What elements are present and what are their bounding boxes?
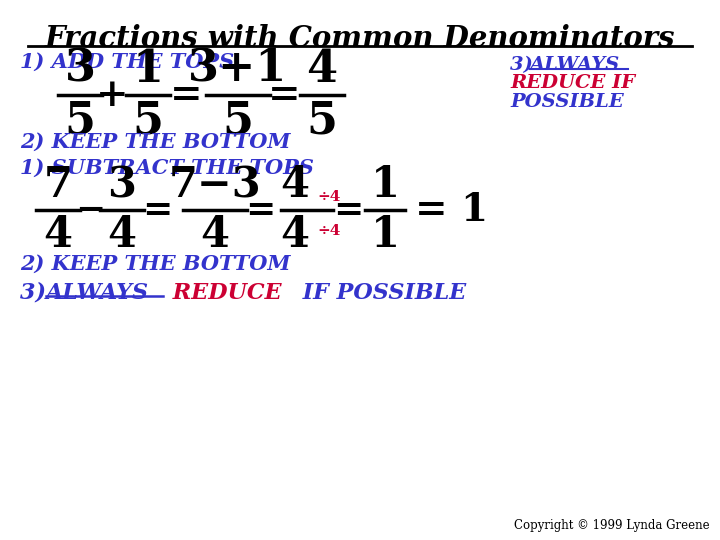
Text: REDUCE: REDUCE: [165, 282, 282, 304]
Text: 1: 1: [371, 164, 400, 206]
Text: IF POSSIBLE: IF POSSIBLE: [295, 282, 467, 304]
Text: ALWAYS: ALWAYS: [530, 56, 620, 74]
Text: =: =: [245, 193, 275, 227]
Text: Fractions with Common Denominators: Fractions with Common Denominators: [45, 24, 675, 53]
Text: 7: 7: [44, 164, 73, 206]
Text: 1) ADD THE TOPS: 1) ADD THE TOPS: [20, 52, 234, 72]
Text: +: +: [96, 76, 128, 114]
Text: 3): 3): [20, 282, 54, 304]
Text: 3): 3): [510, 56, 539, 74]
Text: 4: 4: [281, 164, 310, 206]
Text: 4: 4: [200, 214, 230, 256]
Text: 4: 4: [307, 48, 338, 91]
Text: REDUCE IF: REDUCE IF: [510, 74, 635, 92]
Text: =: =: [333, 193, 363, 227]
Text: 5: 5: [222, 99, 253, 142]
Text: 4: 4: [107, 214, 137, 256]
Text: 1) SUBTRACT THE TOPS: 1) SUBTRACT THE TOPS: [20, 158, 314, 178]
Text: ALWAYS: ALWAYS: [46, 282, 149, 304]
Text: 3: 3: [107, 164, 136, 206]
Text: 5: 5: [307, 99, 338, 142]
Text: =: =: [170, 76, 202, 114]
Text: −: −: [75, 193, 105, 227]
Text: POSSIBLE: POSSIBLE: [510, 93, 624, 111]
Text: 7−3: 7−3: [168, 164, 261, 206]
Text: =: =: [268, 76, 300, 114]
Text: 5: 5: [132, 99, 163, 142]
Text: 1: 1: [132, 48, 163, 91]
Text: Copyright © 1999 Lynda Greene: Copyright © 1999 Lynda Greene: [514, 519, 710, 532]
Text: 2) KEEP THE BOTTOM: 2) KEEP THE BOTTOM: [20, 132, 290, 152]
Text: ÷4: ÷4: [317, 224, 341, 238]
Text: 3+1: 3+1: [189, 48, 287, 91]
Text: 2) KEEP THE BOTTOM: 2) KEEP THE BOTTOM: [20, 254, 290, 274]
Text: 5: 5: [65, 99, 96, 142]
Text: 1: 1: [371, 214, 400, 256]
Text: =: =: [142, 193, 172, 227]
Text: 4: 4: [281, 214, 310, 256]
Text: = 1: = 1: [415, 191, 488, 229]
Text: 4: 4: [43, 214, 73, 256]
Text: ÷4: ÷4: [317, 190, 341, 204]
Text: 3: 3: [65, 48, 96, 91]
